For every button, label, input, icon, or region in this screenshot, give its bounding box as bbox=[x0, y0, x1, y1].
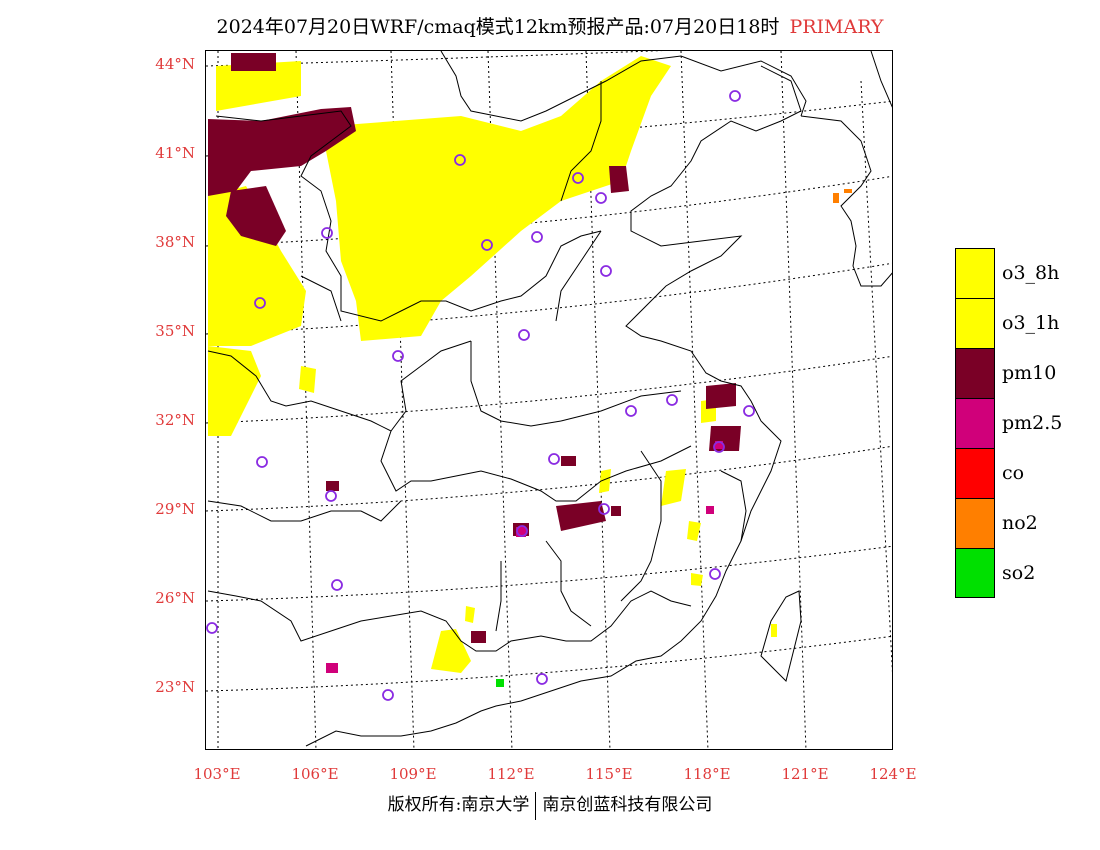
legend-label: o3_1h bbox=[1002, 312, 1060, 334]
lat-label-35: 35°N bbox=[155, 322, 195, 340]
no2-spot-2 bbox=[844, 189, 852, 193]
map-panel[interactable] bbox=[205, 50, 893, 750]
boundaries bbox=[207, 51, 892, 747]
map-title: 2024年07月20日WRF/cmaq模式12km预报产品:07月20日18时 P… bbox=[0, 12, 1100, 39]
lon-label-103: 103°E bbox=[193, 765, 241, 783]
legend-swatch bbox=[955, 348, 995, 398]
lat-label-38: 38°N bbox=[155, 233, 195, 251]
legend-swatch bbox=[955, 548, 995, 598]
no2-spot bbox=[833, 193, 839, 203]
copyright-footer: 版权所有:南京大学 南京创蓝科技有限公司 bbox=[0, 790, 1100, 820]
legend-swatch bbox=[955, 398, 995, 448]
lat-label-26: 26°N bbox=[155, 589, 195, 607]
pm25-areas bbox=[326, 441, 723, 673]
copyright-right: 南京创蓝科技有限公司 bbox=[542, 795, 713, 815]
lon-label-118: 118°E bbox=[683, 765, 731, 783]
legend-label: o3_8h bbox=[1002, 262, 1060, 284]
title-tag: PRIMARY bbox=[789, 16, 884, 38]
legend-swatch bbox=[955, 248, 995, 298]
legend-label: no2 bbox=[1002, 512, 1038, 534]
lat-label-29: 29°N bbox=[155, 500, 195, 518]
legend-label: pm2.5 bbox=[1002, 412, 1063, 434]
legend-label: so2 bbox=[1002, 562, 1036, 584]
o3-areas bbox=[208, 56, 777, 673]
legend-swatch bbox=[955, 298, 995, 348]
lat-label-32: 32°N bbox=[155, 411, 195, 429]
lon-label-121: 121°E bbox=[781, 765, 829, 783]
lon-label-124: 124°E bbox=[869, 765, 917, 783]
copyright-left: 版权所有:南京大学 bbox=[387, 795, 530, 815]
legend-label: co bbox=[1002, 462, 1025, 484]
lon-label-115: 115°E bbox=[585, 765, 633, 783]
lat-label-23: 23°N bbox=[155, 678, 195, 696]
lon-label-112: 112°E bbox=[487, 765, 535, 783]
lon-label-106: 106°E bbox=[291, 765, 339, 783]
title-main: 2024年07月20日WRF/cmaq模式12km预报产品:07月20日18时 bbox=[216, 16, 780, 38]
legend-swatch bbox=[955, 498, 995, 548]
legend-swatch bbox=[955, 448, 995, 498]
station-markers bbox=[206, 90, 755, 701]
footer-separator bbox=[535, 791, 537, 820]
map-canvas bbox=[206, 51, 892, 749]
legend-label: pm10 bbox=[1002, 362, 1057, 384]
lon-label-109: 109°E bbox=[389, 765, 437, 783]
so2-spot bbox=[496, 679, 504, 687]
lat-label-44: 44°N bbox=[155, 55, 195, 73]
lat-label-41: 41°N bbox=[155, 144, 195, 162]
